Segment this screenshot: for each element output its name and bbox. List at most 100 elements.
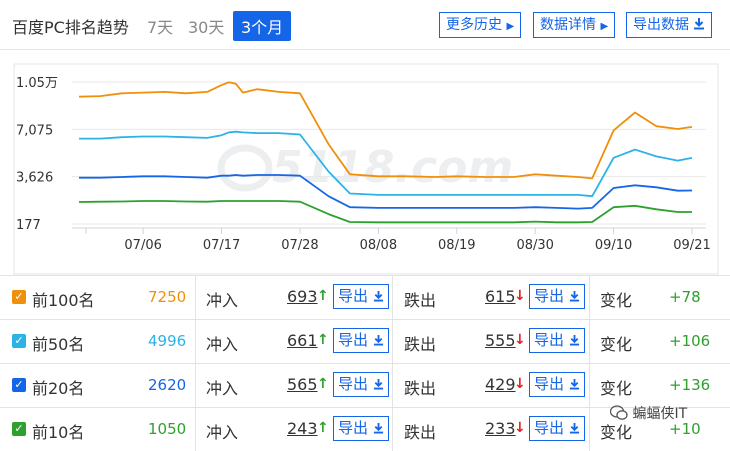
y-tick-label: 7,075 [16, 123, 53, 138]
arrow-down-icon: ↓ [514, 332, 526, 348]
export-label: 导出 [534, 375, 565, 393]
export-label: 导出 [338, 287, 369, 305]
export-out-button[interactable]: 导出 [529, 416, 585, 441]
in-count-link[interactable]: 243 [287, 419, 318, 438]
arrow-up-icon: ↑ [317, 332, 329, 348]
change-label: 变化 [600, 423, 633, 442]
download-icon [373, 290, 383, 302]
table-row: ✓ 前50名 4996 冲入 661 ↑ 导出 跌出 555 ↓ 导出 变化 +106 [0, 319, 730, 363]
out-label: 跌出 [404, 423, 437, 442]
cell-divider [195, 320, 196, 363]
download-icon [373, 334, 383, 346]
arrow-up-icon: ↑ [317, 288, 329, 304]
change-label: 变化 [600, 379, 633, 398]
series-line [78, 81, 693, 180]
cell-divider [589, 364, 590, 407]
check-icon: ✓ [14, 290, 24, 303]
range-tab-7d[interactable]: 7天 [147, 18, 174, 37]
change-value: +10 [669, 420, 701, 438]
chart-title: 百度PC排名趋势 [12, 18, 129, 37]
in-label: 冲入 [206, 291, 239, 310]
row-count: 4996 [148, 332, 187, 350]
more-history-label: 更多历史 [446, 17, 502, 33]
series-checkbox[interactable]: ✓ [12, 334, 26, 348]
cell-divider [392, 320, 393, 363]
export-out-button[interactable]: 导出 [529, 372, 585, 397]
out-label: 跌出 [404, 291, 437, 310]
row-count: 1050 [148, 420, 187, 438]
watermark: 5118.com [217, 142, 513, 193]
range-tab-30d[interactable]: 30天 [188, 18, 225, 37]
export-label: 导出 [534, 419, 565, 437]
row-count: 7250 [148, 288, 187, 306]
row-name: 前20名 [32, 379, 85, 398]
table-row: ✓ 前10名 1050 冲入 243 ↑ 导出 跌出 233 ↓ 导出 变化 +10 [0, 407, 730, 451]
export-out-button[interactable]: 导出 [529, 284, 585, 309]
x-tick-label: 09/21 [673, 238, 710, 253]
ranking-trend-chart: 5118.com 177 3,626 7,075 1.05万 07/06 07/17 07… [13, 63, 719, 275]
data-detail-label: 数据详情 [540, 17, 596, 33]
change-value: +106 [669, 332, 711, 350]
row-name: 前10名 [32, 423, 85, 442]
in-count-link[interactable]: 693 [287, 287, 318, 306]
download-icon [373, 378, 383, 390]
out-count-link[interactable]: 429 [485, 375, 516, 394]
in-count-link[interactable]: 565 [287, 375, 318, 394]
export-in-button[interactable]: 导出 [333, 284, 389, 309]
series-checkbox[interactable]: ✓ [12, 290, 26, 304]
change-value: +136 [669, 376, 711, 394]
change-value: +78 [669, 288, 701, 306]
export-data-label: 导出数据 [633, 17, 689, 33]
cell-divider [589, 408, 590, 451]
watermark-text: 5118.com [272, 142, 513, 193]
export-label: 导出 [338, 419, 369, 437]
export-label: 导出 [534, 331, 565, 349]
check-icon: ✓ [14, 378, 24, 391]
arrow-down-icon: ↓ [514, 376, 526, 392]
data-detail-button[interactable]: 数据详情 ▶ [533, 12, 616, 38]
x-tick-label: 08/30 [516, 238, 553, 253]
cell-divider [195, 276, 196, 319]
in-label: 冲入 [206, 335, 239, 354]
export-in-button[interactable]: 导出 [333, 416, 389, 441]
export-in-button[interactable]: 导出 [333, 328, 389, 353]
table-row: ✓ 前20名 2620 冲入 565 ↑ 导出 跌出 429 ↓ 导出 变化 +136 [0, 363, 730, 407]
x-tick-label: 08/19 [438, 238, 475, 253]
cell-divider [392, 408, 393, 451]
download-icon [569, 334, 579, 346]
arrow-up-icon: ↑ [317, 376, 329, 392]
arrow-down-icon: ↓ [514, 420, 526, 436]
series-checkbox[interactable]: ✓ [12, 378, 26, 392]
x-tick-label: 09/10 [595, 238, 632, 253]
cell-divider [195, 364, 196, 407]
export-label: 导出 [338, 375, 369, 393]
in-count-link[interactable]: 661 [287, 331, 318, 350]
out-label: 跌出 [404, 335, 437, 354]
download-icon [694, 18, 705, 30]
table-row: ✓ 前100名 7250 冲入 693 ↑ 导出 跌出 615 ↓ 导出 变化 +78 [0, 275, 730, 319]
out-count-link[interactable]: 555 [485, 331, 516, 350]
more-history-button[interactable]: 更多历史 ▶ [439, 12, 522, 38]
series-checkbox[interactable]: ✓ [12, 422, 26, 436]
export-out-button[interactable]: 导出 [529, 328, 585, 353]
change-label: 变化 [600, 335, 633, 354]
x-tick-label: 07/17 [203, 238, 240, 253]
row-name: 前100名 [32, 291, 95, 310]
download-icon [373, 422, 383, 434]
cell-divider [589, 276, 590, 319]
series-line [78, 200, 692, 224]
series-line [79, 130, 693, 198]
out-count-link[interactable]: 615 [485, 287, 516, 306]
change-label: 变化 [600, 291, 633, 310]
range-tab-3m[interactable]: 3个月 [233, 11, 292, 41]
out-count-link[interactable]: 233 [485, 419, 516, 438]
wechat-label: 蝙蝠侠IT [632, 406, 688, 422]
watermark-logo-icon [217, 144, 273, 192]
y-tick-label: 1.05万 [16, 76, 58, 91]
out-label: 跌出 [404, 379, 437, 398]
export-data-button[interactable]: 导出数据 [626, 12, 713, 38]
export-in-button[interactable]: 导出 [333, 372, 389, 397]
download-icon [569, 290, 579, 302]
x-tick-label: 08/08 [360, 238, 397, 253]
y-tick-label: 3,626 [16, 171, 53, 186]
